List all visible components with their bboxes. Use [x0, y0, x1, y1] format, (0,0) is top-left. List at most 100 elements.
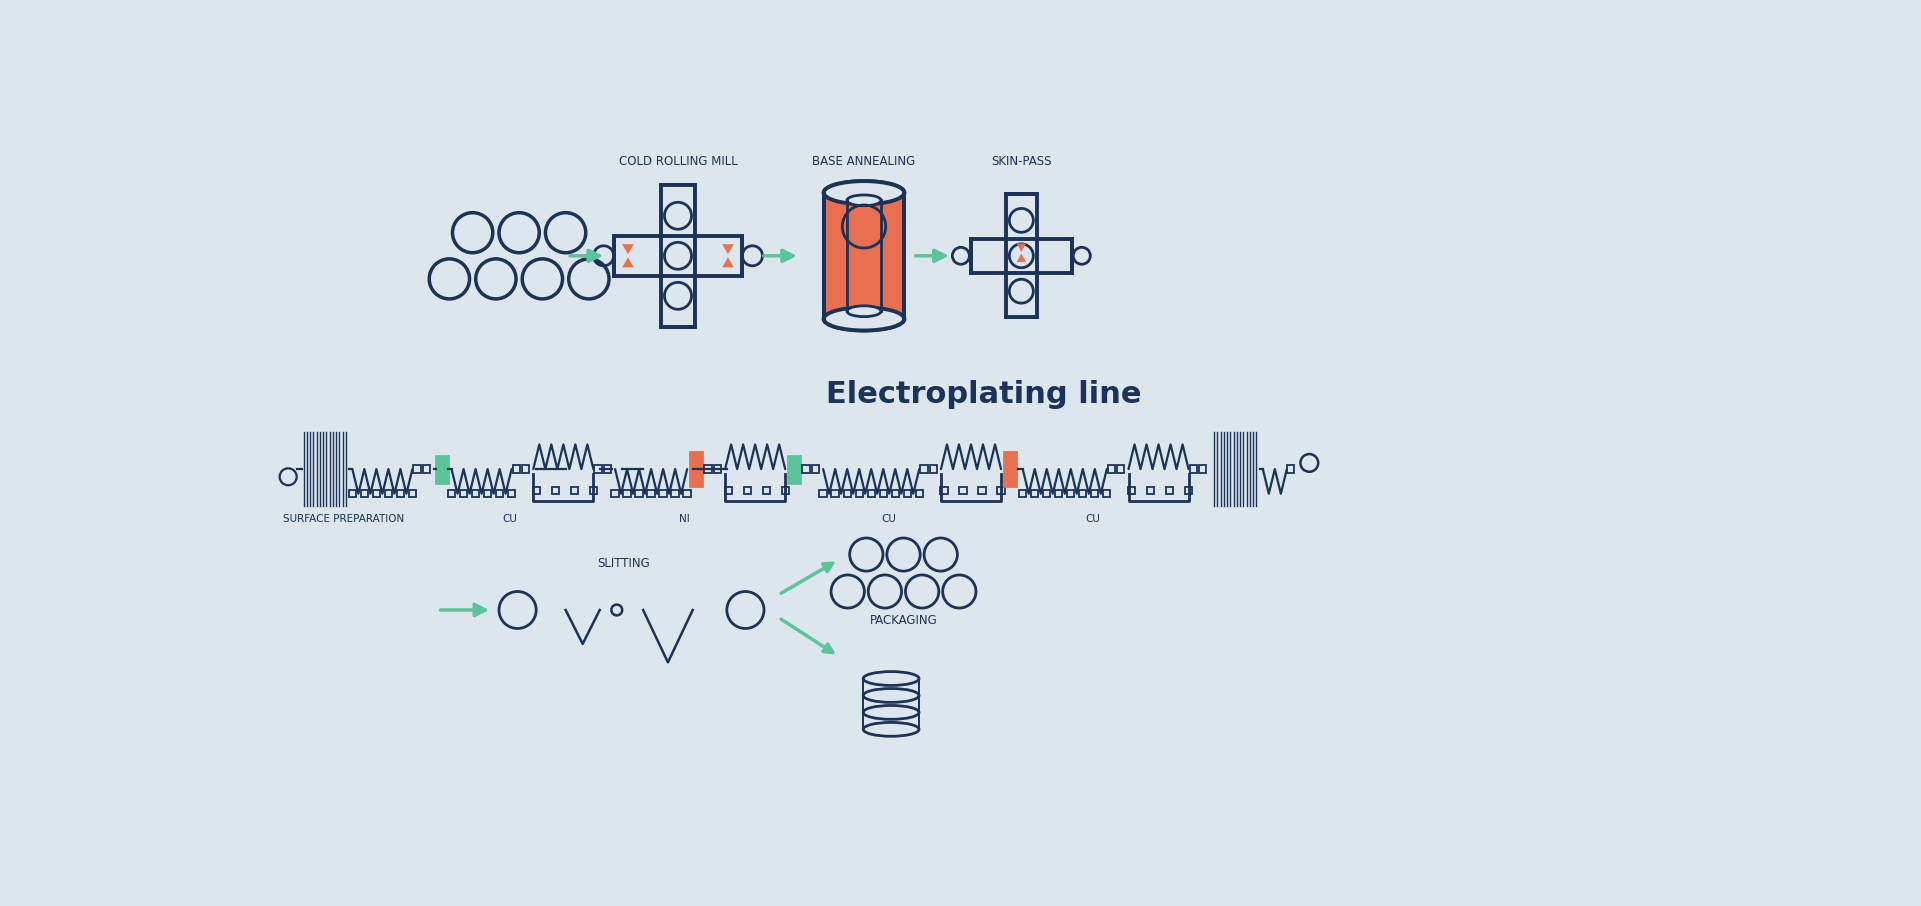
Polygon shape [622, 257, 634, 267]
Text: COLD ROLLING MILL: COLD ROLLING MILL [619, 155, 738, 169]
Bar [826, 193, 903, 319]
Bar [820, 490, 826, 497]
Bar [473, 490, 478, 497]
Bar [813, 466, 818, 473]
Bar [1185, 487, 1193, 495]
Bar [803, 466, 811, 473]
Bar [615, 236, 742, 275]
Bar [1166, 487, 1174, 495]
Bar [941, 487, 947, 495]
Bar [855, 490, 863, 497]
Bar [1189, 466, 1197, 473]
Bar [684, 490, 692, 497]
Bar [1287, 466, 1295, 473]
Text: Electroplating line: Electroplating line [826, 380, 1141, 409]
Bar [1103, 490, 1110, 497]
Ellipse shape [847, 306, 882, 316]
Bar [782, 487, 790, 495]
Ellipse shape [824, 181, 905, 204]
Bar [743, 487, 751, 495]
Ellipse shape [847, 195, 882, 206]
Text: CU: CU [1085, 514, 1101, 525]
Bar [661, 185, 695, 327]
Bar [690, 452, 703, 486]
Polygon shape [722, 245, 734, 255]
Text: CU: CU [503, 514, 517, 525]
Bar [1007, 194, 1037, 317]
Bar [507, 490, 515, 497]
Bar [916, 490, 922, 497]
Bar [930, 466, 937, 473]
Bar [571, 487, 578, 495]
Bar [970, 239, 1072, 273]
Bar [903, 490, 911, 497]
Bar [423, 466, 430, 473]
Bar [868, 490, 874, 497]
Bar [636, 490, 644, 497]
Text: NI: NI [680, 514, 690, 525]
Bar [663, 237, 693, 275]
Bar [1108, 466, 1114, 473]
Bar [1080, 490, 1087, 497]
Bar [1128, 487, 1135, 495]
Bar [1007, 240, 1035, 271]
Bar [715, 466, 720, 473]
Bar [705, 466, 713, 473]
Text: SURFACE PREPARATION: SURFACE PREPARATION [282, 514, 403, 525]
Ellipse shape [863, 689, 918, 702]
Bar [891, 490, 899, 497]
Bar [1005, 452, 1016, 486]
Bar [615, 236, 742, 275]
Bar [1066, 490, 1074, 497]
Ellipse shape [863, 722, 918, 737]
Bar [843, 490, 851, 497]
Bar [880, 490, 888, 497]
Bar [617, 187, 740, 325]
Bar [459, 490, 467, 497]
Bar [1147, 487, 1155, 495]
Bar [763, 487, 770, 495]
Bar [1091, 490, 1099, 497]
Bar [672, 490, 678, 497]
Bar [484, 490, 492, 497]
Ellipse shape [863, 706, 918, 719]
Ellipse shape [824, 181, 905, 204]
Bar [448, 490, 455, 497]
Ellipse shape [824, 307, 905, 331]
Bar [603, 466, 611, 473]
Bar [970, 239, 1072, 273]
Bar [413, 466, 421, 473]
Text: SKIN-PASS: SKIN-PASS [991, 155, 1051, 169]
Bar [398, 490, 403, 497]
Bar [659, 490, 667, 497]
Bar [350, 490, 355, 497]
Bar [551, 487, 559, 495]
Bar [920, 466, 928, 473]
Bar [384, 490, 392, 497]
Text: BASE ANNEALING: BASE ANNEALING [813, 155, 916, 169]
Text: PACKAGING: PACKAGING [870, 614, 937, 627]
Bar [1018, 490, 1026, 497]
Bar [972, 196, 1070, 316]
Bar [496, 490, 503, 497]
Bar [959, 487, 966, 495]
Bar [1007, 194, 1037, 317]
Bar [832, 490, 839, 497]
Bar [590, 487, 597, 495]
Bar [724, 487, 732, 495]
Polygon shape [722, 257, 734, 267]
Bar [997, 487, 1005, 495]
Ellipse shape [863, 671, 918, 686]
Bar [611, 490, 619, 497]
Bar [513, 466, 521, 473]
Bar [523, 466, 530, 473]
Bar [661, 185, 695, 327]
Bar [594, 466, 601, 473]
Bar [1043, 490, 1051, 497]
Text: CU: CU [882, 514, 897, 525]
Bar [788, 456, 801, 483]
Bar [647, 490, 655, 497]
Bar [409, 490, 417, 497]
Bar [1032, 490, 1039, 497]
Bar [1199, 466, 1206, 473]
